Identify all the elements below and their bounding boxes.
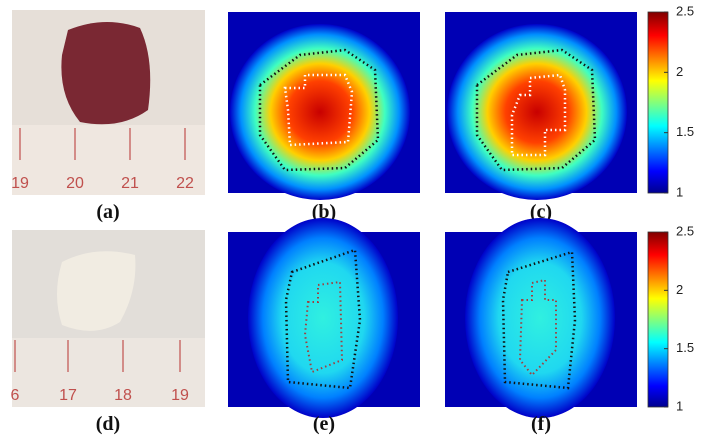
ruler-label: 22: [176, 175, 194, 192]
ruler-label: 21: [121, 175, 139, 192]
outline: [501, 250, 577, 390]
ruler: [12, 125, 205, 195]
outline: [518, 278, 557, 377]
outline: [283, 73, 354, 147]
colorbar: [647, 11, 669, 194]
ruler-label: 20: [66, 175, 84, 192]
panel-label: (b): [312, 201, 336, 223]
outline: [510, 73, 567, 157]
tick-label: 2: [676, 64, 683, 79]
outline: [475, 48, 597, 172]
heat-region: [447, 24, 627, 200]
ruler-ticks: [19, 128, 186, 160]
heat-region: [465, 218, 615, 418]
panel-label: (c): [530, 201, 552, 223]
heat-region: [230, 24, 410, 200]
tissue: [61, 21, 151, 125]
ruler-label: 18: [114, 387, 132, 404]
ruler-label: 17: [59, 387, 77, 404]
tick-label: 1: [676, 184, 683, 199]
panel-label: (e): [313, 413, 335, 435]
tick-label: 1: [676, 398, 683, 413]
tick-label: 2.5: [676, 223, 694, 238]
heat-region: [248, 218, 398, 418]
ruler-label: 19: [171, 387, 189, 404]
panel-label: (d): [96, 413, 120, 435]
tick-label: 1.5: [676, 124, 694, 139]
ruler-label: 19: [11, 175, 29, 192]
ruler-ticks: [14, 340, 181, 372]
colorbar: [647, 231, 669, 408]
panel-label: (f): [531, 413, 551, 435]
colorbar-ticks: 1 1.5 2 2.5: [664, 223, 694, 413]
ruler: [12, 338, 205, 407]
ruler-label: 6: [11, 387, 20, 404]
outline: [258, 48, 380, 172]
panel-label: (a): [96, 201, 119, 223]
tick-label: 1.5: [676, 340, 694, 355]
tick-label: 2: [676, 282, 683, 297]
tick-label: 2.5: [676, 3, 694, 18]
colorbar-ticks: 1 1.5 2 2.5: [664, 3, 694, 199]
tissue: [57, 251, 136, 331]
